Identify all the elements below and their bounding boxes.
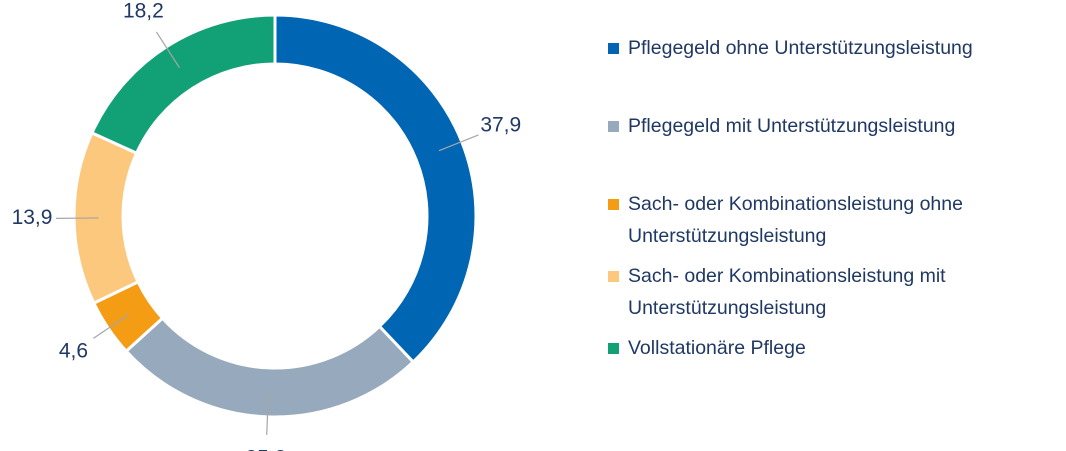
donut-segment xyxy=(273,13,478,365)
donut-segment xyxy=(124,316,416,419)
legend-item: Sach- oder Kombinationsleistung ohne Unt… xyxy=(608,188,1048,252)
legend-swatch xyxy=(608,271,619,282)
legend-label: Sach- oder Kombinationsleistung ohne Unt… xyxy=(628,193,963,247)
leader-line xyxy=(266,392,269,435)
legend-swatch xyxy=(608,343,619,354)
data-label: 13,9 xyxy=(12,206,53,229)
data-label: 4,6 xyxy=(59,339,88,362)
legend-label: Sach- oder Kombinationsleistung mit Unte… xyxy=(628,265,946,319)
leader-line xyxy=(93,314,129,339)
leader-line xyxy=(438,134,479,152)
legend-label: Vollstationäre Pflege xyxy=(628,337,806,359)
legend-swatch xyxy=(608,199,619,210)
legend-item: Sach- oder Kombinationsleistung mit Unte… xyxy=(608,260,1048,324)
legend-swatch xyxy=(608,43,619,54)
legend-item: Vollstationäre Pflege xyxy=(608,332,1048,364)
legend: Pflegegeld ohne Unterstützungsleistung Pf… xyxy=(608,32,1048,364)
legend-item: Pflegegeld mit Unterstützungsleistung xyxy=(608,110,1048,142)
donut-segment xyxy=(89,13,277,156)
legend-label: Pflegegeld mit Unterstützungsleistung xyxy=(628,115,956,137)
data-label: 18,2 xyxy=(123,0,164,22)
legend-label: Pflegegeld ohne Unterstützungsleistung xyxy=(628,37,973,59)
leader-line xyxy=(155,31,180,68)
legend-swatch xyxy=(608,121,619,132)
chart: 37,9 25,3 4,6 13,9 18,2 xyxy=(12,0,522,451)
data-label: 25,3 xyxy=(245,446,286,451)
legend-item: Pflegegeld ohne Unterstützungsleistung xyxy=(608,32,1048,64)
data-label: 37,9 xyxy=(480,114,521,137)
